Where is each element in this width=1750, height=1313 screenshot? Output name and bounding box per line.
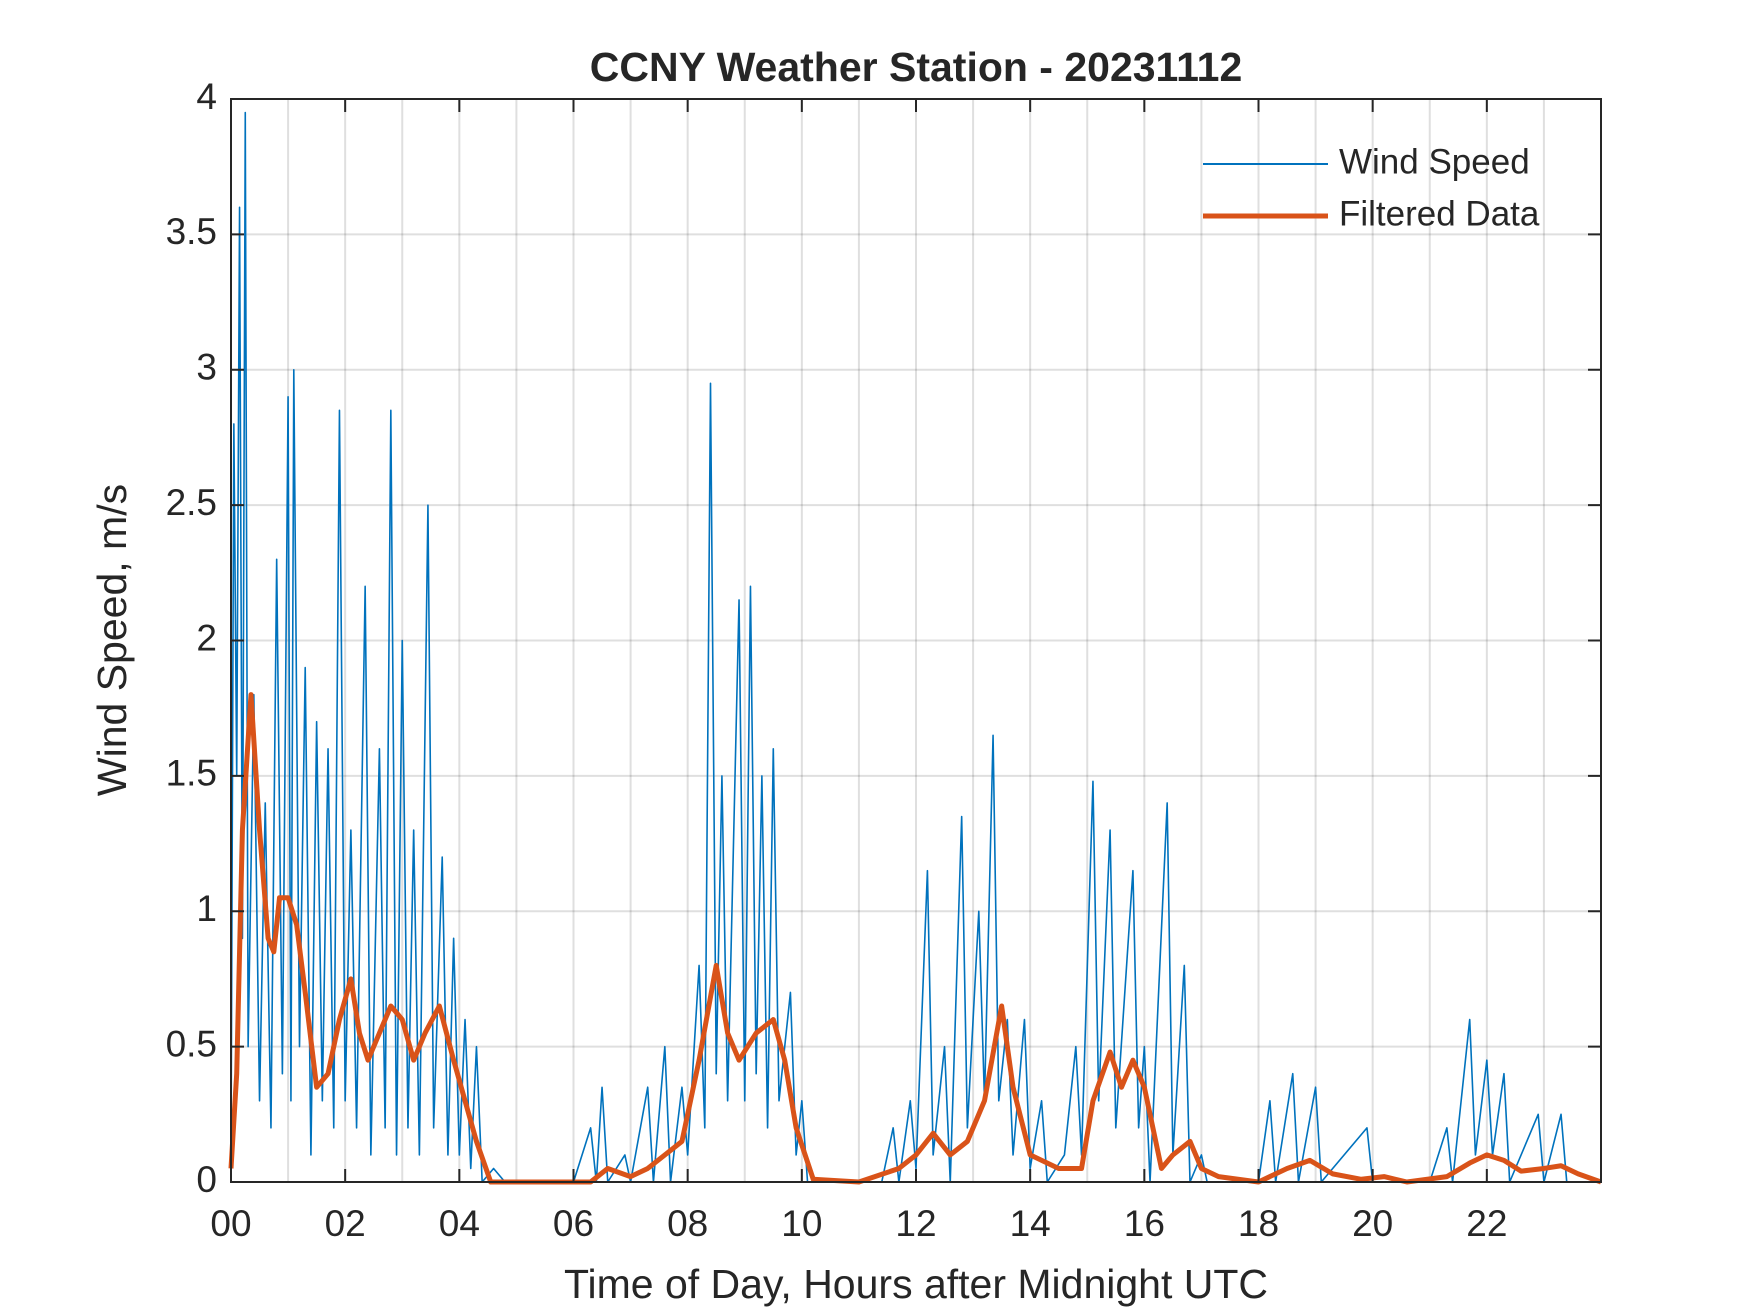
x-tick-label: 04 — [439, 1203, 480, 1244]
x-tick-label: 02 — [325, 1203, 366, 1244]
y-tick-label: 3.5 — [166, 211, 217, 252]
y-tick-label: 4 — [196, 76, 217, 117]
x-tick-label: 16 — [1124, 1203, 1165, 1244]
data-line — [228, 692, 1602, 1185]
legend-label: Filtered Data — [1339, 194, 1540, 233]
y-axis-label: Wind Speed, m/s — [89, 484, 135, 796]
y-tick-label: 1 — [196, 888, 217, 929]
x-tick-label: 22 — [1466, 1203, 1507, 1244]
x-tick-label: 00 — [210, 1203, 251, 1244]
x-tick-label: 18 — [1238, 1203, 1279, 1244]
y-tick-label: 2 — [196, 617, 217, 658]
x-axis-label: Time of Day, Hours after Midnight UTC — [564, 1261, 1268, 1307]
x-tick-label: 10 — [781, 1203, 822, 1244]
x-tick-label: 08 — [667, 1203, 708, 1244]
y-tick-label: 0.5 — [166, 1023, 217, 1064]
x-tick-label: 14 — [1010, 1203, 1051, 1244]
y-tick-label: 2.5 — [166, 482, 217, 523]
y-tick-label: 1.5 — [166, 753, 217, 794]
y-tick-label: 0 — [196, 1159, 217, 1200]
chart-title: CCNY Weather Station - 20231112 — [590, 44, 1243, 90]
data-line — [230, 111, 1601, 1183]
y-tick-label: 3 — [196, 347, 217, 388]
x-tick-label: 12 — [895, 1203, 936, 1244]
x-tick-label: 06 — [553, 1203, 594, 1244]
legend-label: Wind Speed — [1339, 142, 1530, 181]
x-tick-label: 20 — [1352, 1203, 1393, 1244]
